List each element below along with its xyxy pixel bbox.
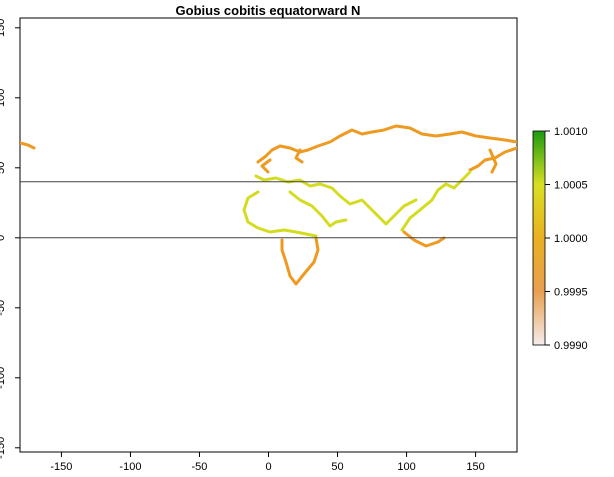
coast-eurasia-east — [260, 146, 517, 174]
chart-title: Gobius cobitis equatorward N — [176, 3, 361, 18]
y-tick-label: 100 — [0, 89, 7, 107]
colorbar-tick-label: 0.9995 — [554, 287, 588, 299]
y-tick-label: 150 — [0, 19, 7, 37]
x-tick-label: 50 — [331, 461, 343, 472]
coast-eurasia-north — [256, 124, 517, 164]
coast-alaska — [20, 141, 36, 150]
x-tick-label: 150 — [466, 461, 484, 472]
colorbar-tick-label: 0.9990 — [554, 340, 588, 352]
coast-africa-south — [280, 230, 446, 286]
colorbar-tick-label: 1.0005 — [554, 180, 588, 192]
colorbar — [532, 130, 546, 346]
x-tick-label: -50 — [192, 461, 208, 472]
x-tick-label: 100 — [397, 461, 415, 472]
colorbar-tick-label: 1.0000 — [554, 233, 588, 245]
coast-africa-north — [242, 190, 348, 238]
coastlines — [20, 124, 517, 286]
y-tick-label: 50 — [0, 162, 7, 174]
coast-eurasia-south — [254, 170, 472, 232]
y-tick-label: 0 — [0, 235, 7, 241]
plot-frame — [19, 17, 518, 453]
colorbar-tick-label: 1.0010 — [554, 126, 588, 138]
y-tick-label: -50 — [0, 300, 7, 316]
x-tick-label: -100 — [119, 461, 141, 472]
x-tick-label: 0 — [265, 461, 271, 472]
x-tick-label: -150 — [50, 461, 72, 472]
y-tick-label: -150 — [0, 437, 7, 459]
y-tick-label: -100 — [0, 367, 7, 389]
